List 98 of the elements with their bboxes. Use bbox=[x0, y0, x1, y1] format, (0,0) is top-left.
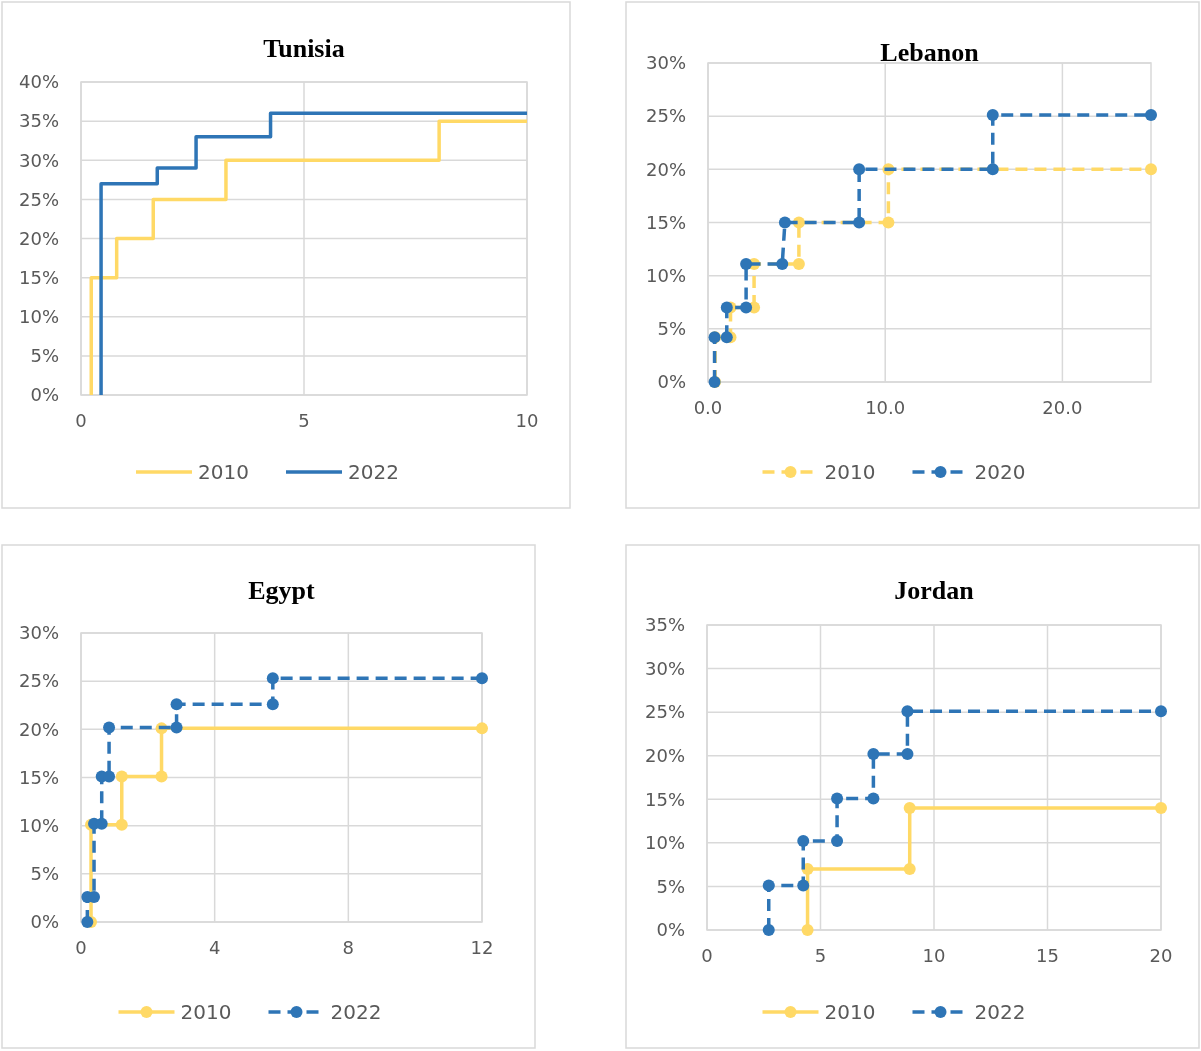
point bbox=[266, 672, 279, 685]
point bbox=[170, 698, 183, 711]
point bbox=[740, 301, 753, 314]
legend-label: 2010 bbox=[198, 460, 249, 484]
y-tick-label: 25% bbox=[645, 105, 686, 127]
point bbox=[903, 863, 916, 875]
y-tick-label: 5% bbox=[30, 863, 59, 885]
point bbox=[903, 802, 916, 814]
y-tick-label: 5% bbox=[657, 318, 686, 340]
y-tick-label: 30% bbox=[644, 657, 685, 679]
y-tick-label: 30% bbox=[645, 52, 686, 74]
point bbox=[170, 721, 183, 734]
y-tick-label: 20% bbox=[645, 158, 686, 180]
y-tick-label: 10% bbox=[645, 264, 686, 286]
point bbox=[115, 818, 128, 831]
y-tick-label: 25% bbox=[18, 188, 59, 210]
y-tick-label: 0% bbox=[30, 384, 59, 406]
x-tick-label: 5 bbox=[298, 410, 310, 431]
x-tick-label: 20.0 bbox=[1042, 397, 1083, 418]
point bbox=[1145, 109, 1157, 122]
y-tick-label: 35% bbox=[644, 614, 685, 636]
y-tick-label: 20% bbox=[644, 745, 685, 767]
legend-label: 2022 bbox=[974, 1000, 1026, 1024]
point bbox=[901, 747, 914, 760]
point bbox=[986, 163, 999, 176]
y-tick-label: 15% bbox=[645, 211, 686, 233]
point bbox=[740, 257, 753, 270]
point bbox=[853, 163, 866, 176]
y-tick-label: 30% bbox=[18, 622, 59, 644]
point bbox=[831, 835, 844, 848]
y-tick-label: 5% bbox=[656, 875, 685, 897]
point bbox=[882, 216, 895, 229]
legend-label: 2010 bbox=[824, 460, 876, 484]
point bbox=[1155, 802, 1167, 814]
y-tick-label: 15% bbox=[18, 766, 59, 788]
y-tick-label: 10% bbox=[644, 832, 685, 854]
x-tick-label: 20 bbox=[1149, 945, 1173, 966]
point bbox=[720, 301, 733, 314]
legend-label: 2010 bbox=[824, 1000, 876, 1024]
point bbox=[1145, 163, 1157, 176]
y-tick-label: 10% bbox=[18, 814, 59, 836]
legend-label: 2022 bbox=[330, 1000, 382, 1024]
point bbox=[792, 257, 805, 270]
x-tick-label: 4 bbox=[208, 937, 221, 958]
y-tick-label: 0% bbox=[656, 919, 685, 941]
x-tick-label: 0 bbox=[701, 945, 713, 966]
x-tick-label: 15 bbox=[1036, 945, 1059, 966]
point bbox=[778, 216, 791, 229]
x-tick-label: 10 bbox=[922, 945, 946, 966]
chart-title: Egypt bbox=[248, 576, 316, 605]
chart-title: Lebanon bbox=[880, 38, 980, 67]
y-tick-label: 25% bbox=[644, 701, 685, 723]
y-tick-label: 5% bbox=[30, 345, 59, 367]
y-tick-label: 20% bbox=[18, 718, 59, 740]
y-tick-label: 35% bbox=[18, 110, 59, 132]
x-tick-label: 0.0 bbox=[693, 397, 723, 418]
point bbox=[801, 924, 814, 936]
y-tick-label: 0% bbox=[30, 911, 59, 933]
point bbox=[986, 109, 999, 122]
point bbox=[797, 879, 810, 892]
y-tick-label: 0% bbox=[657, 371, 686, 393]
point bbox=[831, 792, 844, 805]
chart-title: Jordan bbox=[894, 576, 975, 605]
x-tick-label: 10.0 bbox=[865, 397, 906, 418]
point bbox=[155, 770, 168, 783]
point bbox=[853, 216, 866, 229]
x-tick-label: 5 bbox=[814, 945, 827, 966]
point bbox=[115, 770, 128, 783]
legend-label: 2010 bbox=[180, 1000, 232, 1024]
point bbox=[776, 257, 789, 270]
y-tick-label: 15% bbox=[644, 788, 685, 810]
point bbox=[867, 747, 880, 760]
point bbox=[1155, 705, 1167, 718]
point bbox=[797, 835, 810, 848]
x-tick-label: 10 bbox=[515, 410, 539, 431]
point bbox=[476, 722, 488, 735]
x-tick-label: 0 bbox=[75, 937, 87, 958]
y-tick-label: 30% bbox=[18, 149, 59, 171]
y-tick-label: 15% bbox=[18, 266, 59, 288]
point bbox=[762, 924, 775, 936]
point bbox=[81, 916, 94, 928]
point bbox=[266, 698, 279, 711]
y-tick-label: 40% bbox=[18, 71, 59, 93]
point bbox=[762, 879, 775, 892]
x-tick-label: 8 bbox=[342, 937, 355, 958]
x-tick-label: 12 bbox=[470, 937, 494, 958]
chart-title: Tunisia bbox=[263, 34, 345, 63]
point bbox=[476, 672, 488, 685]
point bbox=[103, 721, 116, 734]
y-tick-label: 10% bbox=[18, 306, 59, 328]
y-tick-label: 20% bbox=[18, 227, 59, 249]
y-tick-label: 25% bbox=[18, 670, 59, 692]
point bbox=[867, 792, 880, 805]
legend-label: 2022 bbox=[348, 460, 399, 484]
x-tick-label: 0 bbox=[75, 410, 87, 431]
point bbox=[901, 705, 914, 718]
legend-label: 2020 bbox=[974, 460, 1026, 484]
point bbox=[720, 331, 733, 344]
